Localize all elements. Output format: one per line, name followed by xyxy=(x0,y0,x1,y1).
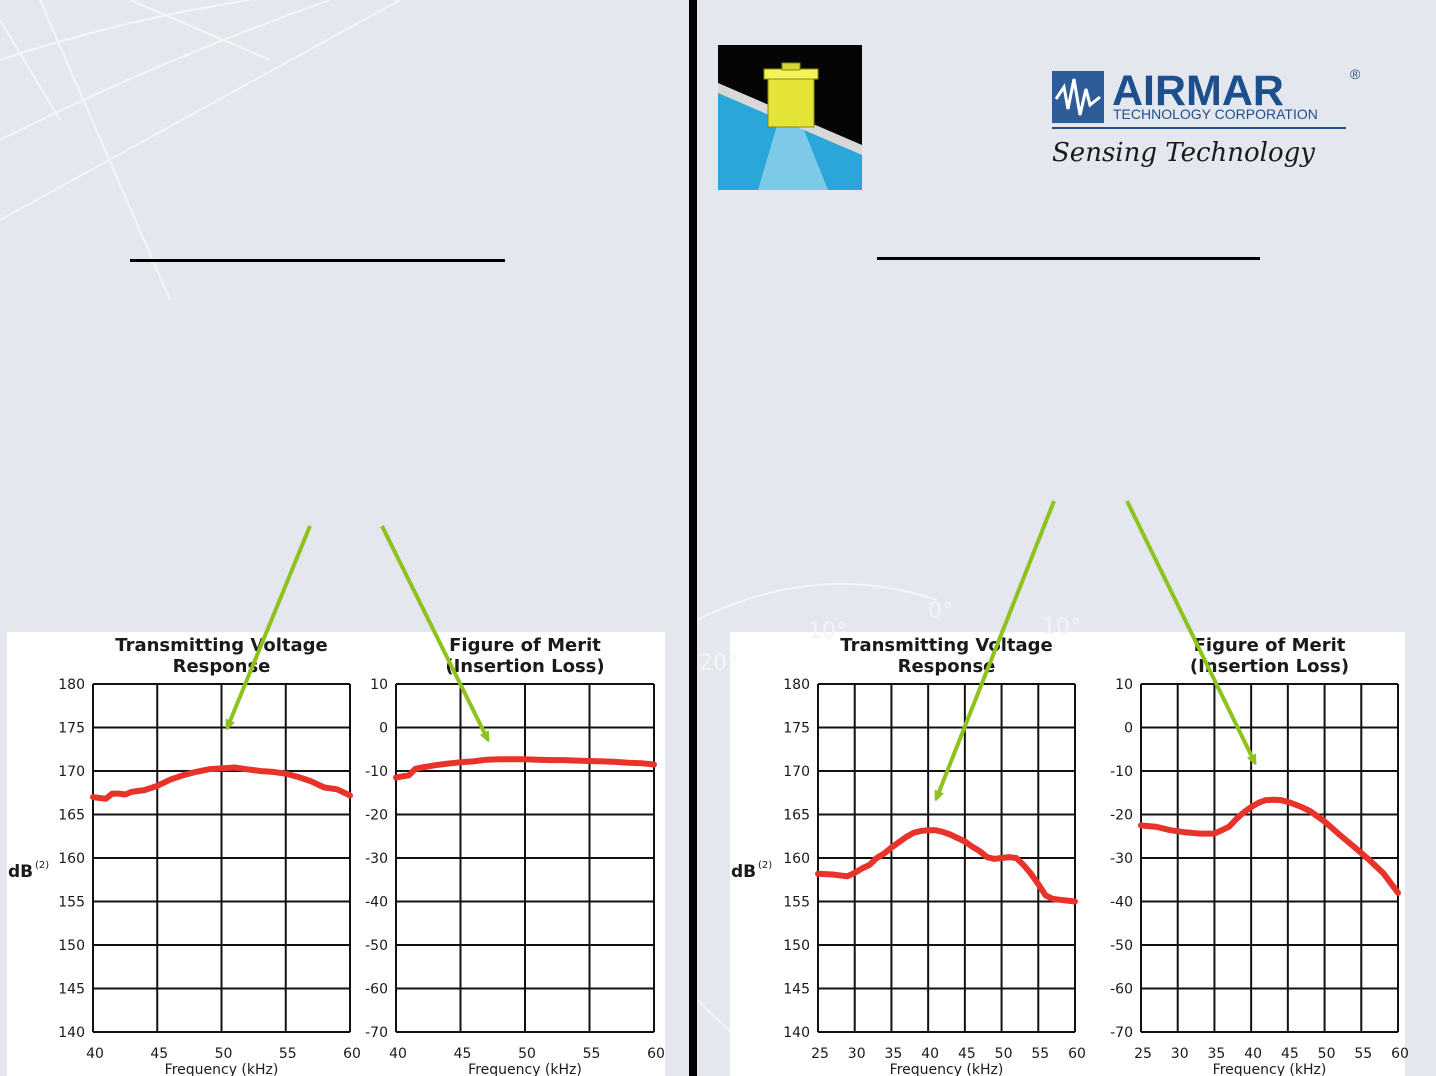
left-chart-area xyxy=(7,632,665,1076)
left-slide-panel xyxy=(0,0,689,1076)
logo-registered: ® xyxy=(1350,66,1361,82)
chart-0-ytick-7: 145 xyxy=(58,982,85,998)
chart-3-title-line-1: (Insertion Loss) xyxy=(1190,656,1349,677)
chart-0-ytick-8: 140 xyxy=(58,1025,85,1041)
chart-3-xtick-3: 40 xyxy=(1244,1046,1262,1062)
chart-2-ytick-2: 170 xyxy=(783,764,810,780)
chart-0-ytick-6: 150 xyxy=(58,938,85,954)
chart-3-ytick-6: -50 xyxy=(1110,938,1133,954)
chart-3-ytick-1: 0 xyxy=(1124,721,1133,737)
chart-0-xtick-0: 40 xyxy=(86,1046,104,1062)
chart-3-ytick-8: -70 xyxy=(1110,1025,1133,1041)
transducer-beam-icon xyxy=(718,45,862,190)
chart-1-ytick-5: -40 xyxy=(365,895,388,911)
chart-2-ytick-8: 140 xyxy=(783,1025,810,1041)
right-title-rule xyxy=(877,257,1260,260)
chart-2-xtick-4: 45 xyxy=(958,1046,976,1062)
chart-1-ytick-6: -50 xyxy=(365,938,388,954)
chart-1-ytick-8: -70 xyxy=(365,1025,388,1041)
chart-1-xtick-2: 50 xyxy=(518,1046,536,1062)
chart-0-xlabel: Frequency (kHz) xyxy=(165,1062,279,1076)
chart-2-xtick-2: 35 xyxy=(885,1046,903,1062)
chart-2-xtick-1: 30 xyxy=(848,1046,866,1062)
chart-0-ytick-0: 180 xyxy=(58,677,85,693)
chart-1-xtick-3: 55 xyxy=(583,1046,601,1062)
chart-1-xtick-4: 60 xyxy=(647,1046,665,1062)
chart-1-title-line-1: (Insertion Loss) xyxy=(445,656,604,677)
logo-tagline: Sensing Technology xyxy=(1052,138,1315,168)
chart-3-xtick-4: 45 xyxy=(1281,1046,1299,1062)
logo-subtitle: TECHNOLOGY CORPORATION xyxy=(1113,106,1318,122)
chart-0-xtick-3: 55 xyxy=(279,1046,297,1062)
chart-2-ytick-6: 150 xyxy=(783,938,810,954)
airmar-logo: AIRMAR ® TECHNOLOGY CORPORATION Sensing … xyxy=(1052,66,1361,168)
chart-3-xlabel: Frequency (kHz) xyxy=(1213,1062,1327,1076)
chart-1-xlabel: Frequency (kHz) xyxy=(468,1062,582,1076)
chart-1-ytick-4: -30 xyxy=(365,851,388,867)
chart-3-series-0-line xyxy=(1138,796,1401,896)
chart-2-xtick-0: 25 xyxy=(811,1046,829,1062)
chart-0-ytick-1: 175 xyxy=(58,721,85,737)
chart-3-ytick-4: -30 xyxy=(1110,851,1133,867)
chart-0-xtick-4: 60 xyxy=(343,1046,361,1062)
chart-1-ytick-3: -20 xyxy=(365,808,388,824)
chart-0-xtick-1: 45 xyxy=(150,1046,168,1062)
chart-2-xtick-3: 40 xyxy=(921,1046,939,1062)
chart-2-ytick-0: 180 xyxy=(783,677,810,693)
chart-1-ytick-1: 0 xyxy=(379,721,388,737)
chart-1-ytick-7: -60 xyxy=(365,982,388,998)
chart-0-ylabel: dB xyxy=(8,862,33,882)
chart-2-ytick-4: 160 xyxy=(783,851,810,867)
chart-2-ylabel: dB xyxy=(731,862,756,882)
chart-2-ytick-5: 155 xyxy=(783,895,810,911)
chart-2-ytick-1: 175 xyxy=(783,721,810,737)
chart-2-xtick-7: 60 xyxy=(1068,1046,1086,1062)
left-title-rule xyxy=(130,259,505,262)
chart-2-ytick-3: 165 xyxy=(783,808,810,824)
chart-0-ytick-2: 170 xyxy=(58,764,85,780)
chart-1-ytick-0: 10 xyxy=(370,677,388,693)
chart-3-xtick-1: 30 xyxy=(1171,1046,1189,1062)
chart-0-ytick-3: 165 xyxy=(58,808,85,824)
chart-2-xtick-6: 55 xyxy=(1031,1046,1049,1062)
chart-0-series-0-line xyxy=(90,764,353,802)
chart-2-title-line-1: Response xyxy=(898,656,996,677)
chart-3-ytick-5: -40 xyxy=(1110,895,1133,911)
logo-name: AIRMAR xyxy=(1112,67,1284,115)
chart-3-xtick-5: 50 xyxy=(1318,1046,1336,1062)
chart-3-ytick-2: -10 xyxy=(1110,764,1133,780)
chart-0-title-line-1: Response xyxy=(173,656,271,677)
chart-1-xtick-0: 40 xyxy=(389,1046,407,1062)
chart-1-title-line-0: Figure of Merit xyxy=(449,635,601,656)
chart-3-xtick-6: 55 xyxy=(1354,1046,1372,1062)
panel-divider xyxy=(689,0,697,1076)
chart-1-ytick-2: -10 xyxy=(365,764,388,780)
chart-2-ytick-7: 145 xyxy=(783,982,810,998)
background-grid-lines xyxy=(0,0,401,300)
chart-3-ytick-0: 10 xyxy=(1115,677,1133,693)
chart-3-xtick-0: 25 xyxy=(1134,1046,1152,1062)
chart-2-series-0-line xyxy=(815,827,1078,905)
chart-0-ytick-4: 160 xyxy=(58,851,85,867)
chart-3-xtick-7: 60 xyxy=(1391,1046,1409,1062)
chart-0-ytick-5: 155 xyxy=(58,895,85,911)
chart-3-ytick-7: -60 xyxy=(1110,982,1133,998)
chart-3-title-line-0: Figure of Merit xyxy=(1194,635,1346,656)
chart-2-xtick-5: 50 xyxy=(995,1046,1013,1062)
chart-2-xlabel: Frequency (kHz) xyxy=(890,1062,1004,1076)
chart-2-title-line-0: Transmitting Voltage xyxy=(840,635,1052,656)
chart-1-series-0-line xyxy=(393,756,657,781)
chart-3-xtick-2: 35 xyxy=(1208,1046,1226,1062)
chart-0-xtick-2: 50 xyxy=(215,1046,233,1062)
chart-0-title-line-0: Transmitting Voltage xyxy=(115,635,327,656)
chart-2-ylabel-sup: (2) xyxy=(758,860,772,871)
chart-1-xtick-1: 45 xyxy=(454,1046,472,1062)
right-chart-area xyxy=(730,632,1405,1076)
chart-0-ylabel-sup: (2) xyxy=(35,860,49,871)
chart-3-ytick-3: -20 xyxy=(1110,808,1133,824)
